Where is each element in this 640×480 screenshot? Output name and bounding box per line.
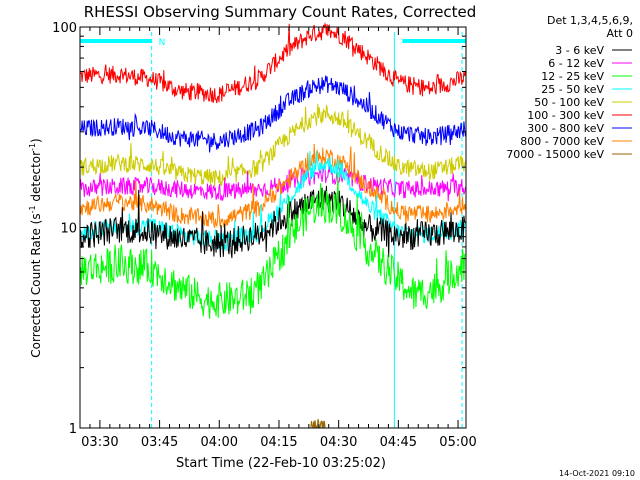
chart-title: RHESSI Observing Summary Count Rates, Co…: [84, 3, 477, 21]
ylabel-main: Corrected Count Rate (s: [29, 213, 43, 357]
observing-flag-bar-0: [80, 39, 152, 43]
legend-label-5: 100 - 300 keV: [527, 109, 604, 122]
timestamp: 14-Oct-2021 09:10: [559, 469, 635, 478]
x-tick-label-3: 04:15: [260, 435, 297, 450]
observing-flag-bar-1: [402, 39, 466, 43]
series-line-7: [79, 143, 466, 228]
legend-label-4: 50 - 100 keV: [534, 96, 604, 109]
x-tick-label-4: 04:30: [320, 435, 357, 450]
axes: 1 10 100 03:30 03:45 04:00 04:15 04:30 04:45 05:0…: [52, 21, 477, 450]
x-tick-label-2: 04:00: [201, 435, 238, 450]
legend-label-2: 12 - 25 keV: [541, 70, 604, 83]
legend-header-line1: Det 1,3,4,5,6,9,: [547, 14, 633, 27]
ylabel-sup2: -1: [28, 143, 37, 151]
ylabel-end: ): [29, 138, 43, 143]
legend-label-7: 800 - 7000 keV: [520, 135, 604, 148]
flag-label: N: [159, 38, 166, 48]
ylabel-mid: detector: [29, 151, 43, 206]
series-line-2: [79, 172, 466, 319]
legend-label-8: 7000 - 15000 keV: [506, 148, 604, 161]
y-tick-label-0: 1: [69, 422, 77, 437]
x-tick-label-6: 05:00: [439, 435, 476, 450]
series-line-0: [79, 185, 466, 259]
series-layer: [79, 21, 466, 429]
legend-label-1: 6 - 12 keV: [548, 57, 604, 70]
legend-label-3: 25 - 50 keV: [541, 83, 604, 96]
x-tick-label-0: 03:30: [81, 435, 118, 450]
x-tick-label-5: 04:45: [380, 435, 417, 450]
y-tick-label-2: 100: [52, 21, 77, 36]
svg-text:Corrected Count Rate (s-1 dete: Corrected Count Rate (s-1 detector-1): [28, 138, 43, 357]
ylabel-sup1: -1: [28, 205, 37, 213]
y-axis-label: Corrected Count Rate (s-1 detector-1): [28, 138, 43, 357]
series-line-8: [310, 418, 327, 429]
legend-label-0: 3 - 6 keV: [555, 44, 604, 57]
legend-header-line2: Att 0: [607, 27, 633, 40]
series-line-5: [79, 21, 466, 104]
series-line-4: [79, 103, 466, 187]
x-axis-label: Start Time (22-Feb-10 03:25:02): [176, 456, 386, 471]
y-tick-label-1: 10: [60, 222, 77, 237]
x-tick-label-1: 03:45: [141, 435, 178, 450]
series-line-6: [79, 75, 466, 153]
series-line-1: [79, 165, 466, 202]
legend-label-6: 300 - 800 keV: [527, 122, 604, 135]
